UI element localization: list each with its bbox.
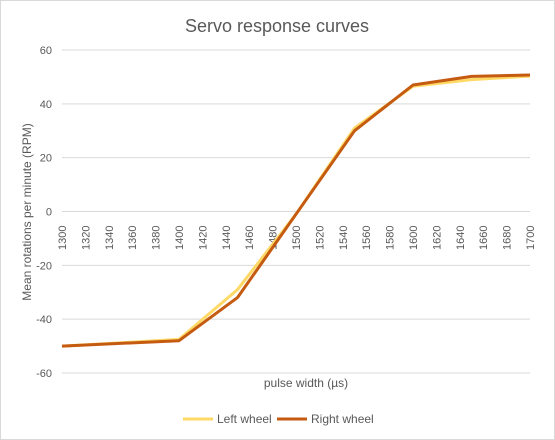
y-tick-label: -40 — [36, 314, 52, 326]
x-tick-label: 1540 — [338, 226, 350, 250]
x-tick-label: 1340 — [104, 226, 116, 250]
series-lines — [61, 73, 531, 348]
y-axis-ticks: -60 -40 -20 0 20 40 60 — [36, 45, 52, 380]
x-tick-label: 1700 — [525, 226, 537, 250]
gridlines — [62, 49, 530, 374]
x-tick-label: 1420 — [197, 226, 209, 250]
x-tick-label: 1320 — [80, 226, 92, 250]
x-tick-label: 1380 — [151, 226, 163, 250]
chart-title: Servo response curves — [185, 16, 369, 36]
x-tick-label: 1500 — [291, 226, 303, 250]
y-tick-label: 60 — [40, 45, 52, 57]
x-tick-label: 1580 — [385, 226, 397, 250]
x-tick-label: 1360 — [127, 226, 139, 250]
x-tick-label: 1300 — [57, 226, 69, 250]
y-tick-label: 20 — [40, 153, 52, 165]
x-tick-label: 1560 — [361, 226, 373, 250]
series-line-right-wheel — [61, 73, 531, 348]
x-tick-label: 1660 — [478, 226, 490, 250]
legend-label: Right wheel — [311, 412, 374, 426]
x-tick-label: 1400 — [174, 226, 186, 250]
x-tick-label: 1640 — [455, 226, 467, 250]
legend-label: Left wheel — [217, 412, 272, 426]
y-tick-label: 0 — [46, 207, 52, 219]
y-tick-label: -60 — [36, 368, 52, 380]
x-tick-label: 1440 — [221, 226, 233, 250]
y-tick-label: -20 — [36, 260, 52, 272]
x-tick-label: 1520 — [314, 226, 326, 250]
y-tick-label: 40 — [40, 99, 52, 111]
x-tick-label: 1460 — [244, 226, 256, 250]
x-tick-label: 1680 — [502, 226, 514, 250]
x-tick-label: 1620 — [431, 226, 443, 250]
x-tick-label: 1600 — [408, 226, 420, 250]
x-axis-ticks: 1300 1320 1340 1360 1380 1400 1420 1440 1460 1480… — [57, 226, 537, 250]
y-axis-label: Mean rotations per minute (RPM) — [20, 123, 34, 300]
legend: Left wheel Right wheel — [183, 412, 374, 426]
x-axis-label: pulse width (µs) — [264, 376, 348, 390]
